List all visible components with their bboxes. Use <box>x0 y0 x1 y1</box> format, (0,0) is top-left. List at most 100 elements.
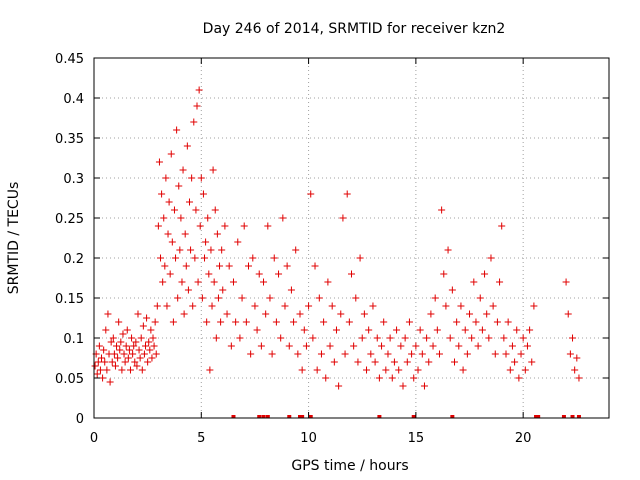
data-point <box>176 246 184 254</box>
data-point <box>296 310 304 318</box>
data-point <box>275 270 283 278</box>
data-point <box>201 254 209 262</box>
data-point <box>213 230 221 238</box>
data-point <box>184 286 192 294</box>
data-point <box>496 278 504 286</box>
data-point <box>455 342 463 350</box>
data-point <box>247 350 255 358</box>
data-point <box>110 350 118 358</box>
data-point <box>360 310 368 318</box>
data-point <box>442 302 450 310</box>
data-point <box>393 326 401 334</box>
data-point <box>163 302 171 310</box>
data-point <box>196 222 204 230</box>
data-point <box>165 198 173 206</box>
data-point <box>302 342 310 350</box>
data-point <box>227 342 235 350</box>
data-point <box>108 358 116 366</box>
data-point <box>142 342 149 350</box>
x-tick-label: 10 <box>300 431 317 446</box>
data-point <box>489 302 497 310</box>
data-point <box>257 342 265 350</box>
data-point <box>388 374 396 382</box>
data-point <box>575 374 583 382</box>
data-point <box>521 366 529 374</box>
data-point <box>167 150 175 158</box>
data-point <box>375 374 383 382</box>
data-point <box>328 302 336 310</box>
data-point <box>427 310 435 318</box>
data-point <box>569 334 577 342</box>
data-point <box>133 362 141 370</box>
data-point <box>93 370 101 378</box>
data-point <box>491 350 499 358</box>
data-point <box>412 342 420 350</box>
data-point <box>476 294 484 302</box>
data-point <box>255 270 263 278</box>
data-point <box>205 270 213 278</box>
data-point <box>197 174 205 182</box>
data-point <box>106 378 114 386</box>
y-tick-label: 0.3 <box>63 172 84 187</box>
data-point <box>212 334 220 342</box>
data-point <box>180 310 188 318</box>
data-point <box>175 182 183 190</box>
data-point <box>146 346 154 354</box>
data-point <box>502 350 510 358</box>
data-point <box>119 330 127 338</box>
data-point <box>478 326 486 334</box>
data-point <box>322 374 330 382</box>
data-points <box>91 86 583 418</box>
data-point <box>272 318 280 326</box>
y-tick-label: 0.4 <box>63 92 84 107</box>
data-point <box>111 362 119 370</box>
data-point <box>174 294 182 302</box>
data-point <box>448 286 456 294</box>
data-point <box>530 302 538 310</box>
y-tick-label: 0.2 <box>63 252 84 267</box>
axis-ticks <box>93 57 609 419</box>
data-point <box>152 350 160 358</box>
data-point <box>202 238 210 246</box>
data-point <box>157 254 165 262</box>
data-point <box>249 254 257 262</box>
data-point <box>238 294 246 302</box>
data-point <box>98 354 106 362</box>
data-point <box>285 342 293 350</box>
data-point <box>158 190 166 198</box>
data-point <box>190 118 198 126</box>
data-point <box>523 342 531 350</box>
data-point <box>341 350 349 358</box>
y-tick-label: 0.35 <box>55 132 84 147</box>
data-point <box>332 326 340 334</box>
data-point <box>253 326 261 334</box>
data-point <box>326 342 334 350</box>
data-point <box>300 326 308 334</box>
data-point <box>309 334 317 342</box>
data-point <box>287 286 295 294</box>
data-point <box>177 214 185 222</box>
data-point <box>161 262 169 270</box>
data-point <box>198 294 206 302</box>
data-point <box>453 318 461 326</box>
data-point <box>191 254 199 262</box>
data-point <box>305 302 313 310</box>
data-point <box>320 318 328 326</box>
data-point <box>120 350 128 358</box>
data-point <box>134 310 142 318</box>
data-point <box>405 318 413 326</box>
data-point <box>245 262 252 270</box>
data-point <box>403 358 411 366</box>
data-point <box>240 222 248 230</box>
data-point <box>365 326 373 334</box>
data-point <box>397 342 405 350</box>
data-point <box>463 350 471 358</box>
data-point <box>123 326 131 334</box>
data-point <box>168 238 176 246</box>
data-point <box>242 318 250 326</box>
y-tick-label: 0.45 <box>55 52 84 67</box>
x-tick-label: 20 <box>515 431 532 446</box>
data-point <box>384 350 392 358</box>
data-point <box>526 326 534 334</box>
data-point <box>352 294 360 302</box>
